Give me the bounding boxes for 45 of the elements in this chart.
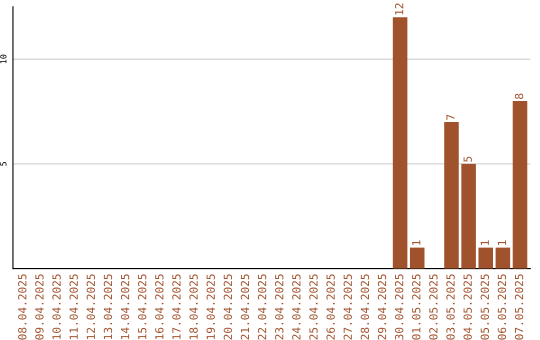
x-tick-label: 07.05.2025	[514, 274, 524, 340]
x-tick-label: 26.04.2025	[326, 274, 335, 340]
bar	[392, 17, 408, 269]
x-tick-label: 27.04.2025	[344, 274, 352, 340]
x-tick-label: 12.04.2025	[86, 274, 96, 340]
x-tick-label: 19.04.2025	[206, 274, 215, 340]
bar	[512, 101, 528, 269]
data-label: 8	[514, 94, 524, 99]
x-tick-label: 09.04.2025	[35, 274, 44, 340]
x-tick-label: 23.04.2025	[275, 274, 284, 340]
x-tick-label: 17.04.2025	[172, 274, 181, 340]
x-tick-label: 22.04.2025	[258, 274, 266, 340]
x-tick-label: 04.05.2025	[463, 274, 472, 340]
x-tick-label: 05.05.2025	[480, 274, 489, 340]
bar	[478, 248, 494, 269]
bar	[461, 164, 476, 269]
data-label: 5	[464, 156, 472, 162]
x-tick-label: 13.04.2025	[104, 274, 112, 340]
data-label: 12	[394, 3, 404, 15]
x-tick-label: 28.04.2025	[360, 274, 370, 340]
x-tick-label: 20.04.2025	[224, 274, 232, 340]
x-tick-label: 08.04.2025	[18, 274, 26, 340]
x-tick-label: 25.04.2025	[309, 274, 318, 340]
x-tick-label: 06.05.2025	[498, 274, 506, 340]
x-tick-label: 02.05.2025	[429, 274, 438, 340]
x-tick-label: 01.05.2025	[412, 274, 420, 340]
bar	[444, 122, 459, 269]
x-tick-label: 21.04.2025	[240, 274, 250, 340]
x-tick-label: 11.04.2025	[69, 274, 78, 340]
data-label: 1	[480, 240, 489, 245]
data-label: 1	[498, 240, 506, 245]
x-tick-label: 14.04.2025	[120, 274, 130, 340]
x-tick-label: 24.04.2025	[292, 274, 301, 340]
x-tick-label: 29.04.2025	[378, 274, 386, 340]
bar	[410, 248, 425, 269]
x-tick-label: 10.04.2025	[52, 274, 61, 340]
x-tick-label: 03.05.2025	[446, 274, 455, 340]
bar	[496, 248, 510, 269]
y-tick-label: 10	[0, 54, 6, 64]
data-label: 1	[412, 240, 420, 245]
x-tick-label: 16.04.2025	[155, 274, 164, 340]
x-tick-label: 15.04.2025	[138, 274, 146, 340]
x-tick-label: 18.04.2025	[189, 274, 198, 340]
data-label: 7	[446, 114, 455, 120]
x-tick-label: 30.04.2025	[394, 274, 404, 340]
